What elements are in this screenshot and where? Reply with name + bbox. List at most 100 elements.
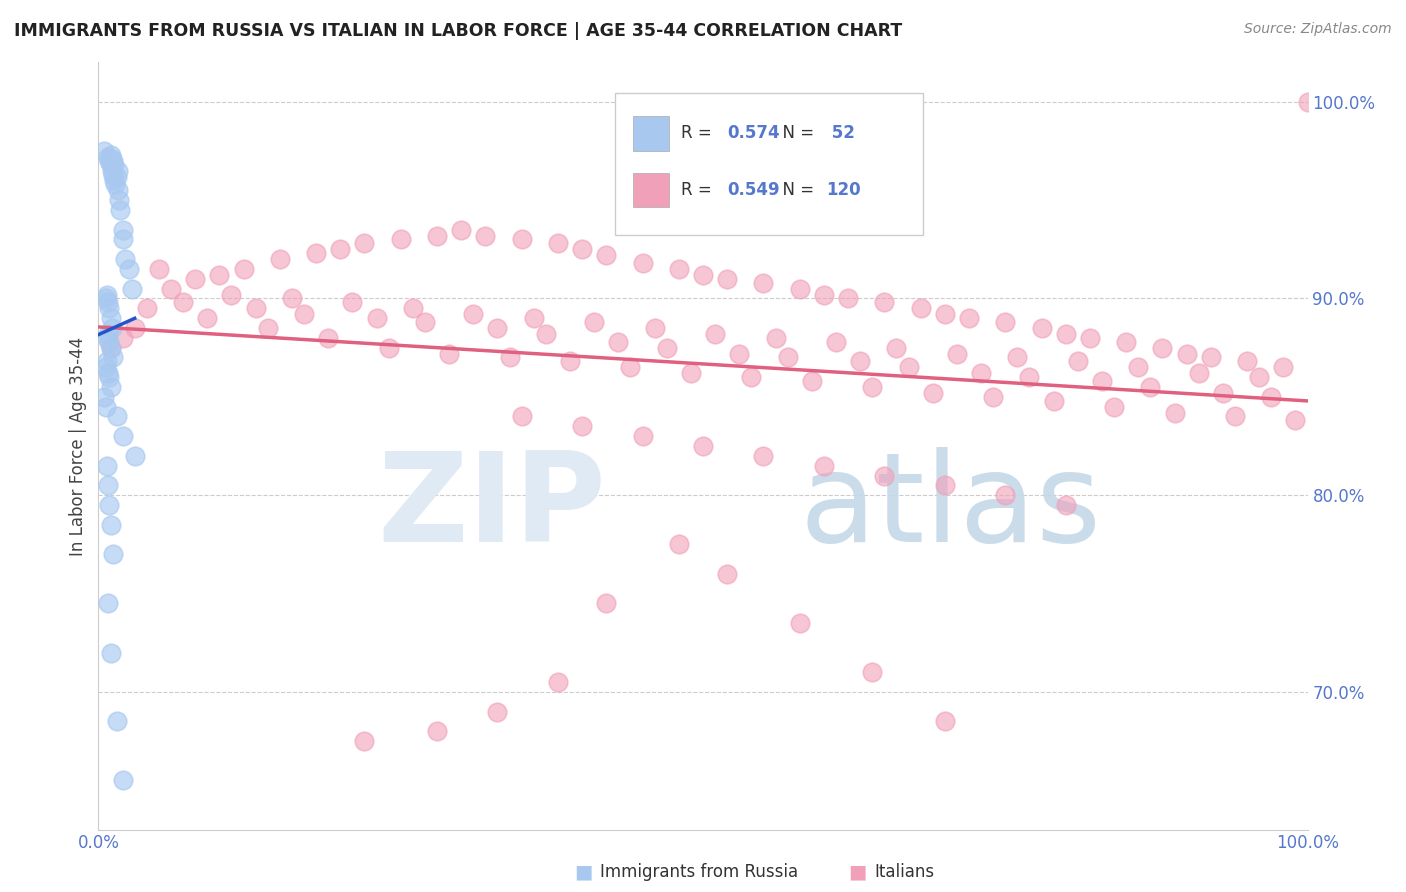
Point: [668, 262, 690, 277]
Point: [97, 326, 120, 341]
Point: [813, 287, 835, 301]
Point: [644, 321, 666, 335]
Point: [316, 331, 339, 345]
Text: 0.574: 0.574: [727, 124, 780, 143]
Point: [583, 315, 606, 329]
Point: [1152, 341, 1174, 355]
Point: [873, 468, 896, 483]
Point: [94, 292, 117, 306]
Point: [1188, 366, 1211, 380]
Point: [668, 537, 690, 551]
Point: [104, 178, 127, 192]
Point: [728, 346, 751, 360]
Point: [486, 705, 509, 719]
Point: [800, 374, 823, 388]
Point: [100, 341, 122, 355]
Point: [342, 295, 364, 310]
Text: Italians: Italians: [875, 863, 935, 881]
Point: [1102, 400, 1125, 414]
Point: [1054, 326, 1077, 341]
Point: [101, 153, 124, 168]
Point: [934, 714, 956, 729]
Text: 0.549: 0.549: [727, 181, 780, 199]
Point: [1260, 390, 1282, 404]
Point: [98, 153, 121, 168]
Point: [837, 292, 859, 306]
Point: [716, 272, 738, 286]
Point: [269, 252, 291, 267]
Point: [98, 498, 121, 512]
Point: [1115, 334, 1137, 349]
Point: [1284, 413, 1306, 427]
Point: [94, 400, 117, 414]
Point: [305, 246, 328, 260]
Point: [97, 478, 120, 492]
Point: [100, 152, 122, 166]
Point: [994, 488, 1017, 502]
Point: [486, 321, 509, 335]
Point: [103, 158, 125, 172]
Point: [437, 346, 460, 360]
Point: [860, 380, 883, 394]
Point: [679, 366, 702, 380]
Point: [105, 409, 128, 424]
Point: [353, 734, 375, 748]
Point: [692, 268, 714, 282]
Point: [752, 449, 775, 463]
Point: [1199, 351, 1222, 365]
Point: [413, 315, 436, 329]
Point: [934, 307, 956, 321]
Point: [100, 341, 122, 355]
Point: [148, 262, 170, 277]
Point: [172, 295, 194, 310]
Point: [93, 144, 115, 158]
Point: [160, 282, 183, 296]
Text: N =: N =: [772, 181, 820, 199]
Point: [100, 517, 122, 532]
Point: [1078, 331, 1101, 345]
Point: [98, 370, 121, 384]
Point: [849, 354, 872, 368]
Point: [1007, 351, 1029, 365]
Point: [547, 675, 569, 690]
Text: 120: 120: [827, 181, 860, 199]
Point: [101, 168, 124, 182]
Point: [96, 354, 118, 368]
Point: [105, 714, 128, 729]
Text: R =: R =: [682, 124, 717, 143]
Point: [1091, 374, 1114, 388]
Point: [100, 646, 122, 660]
Point: [934, 478, 956, 492]
Point: [692, 439, 714, 453]
Point: [111, 222, 134, 236]
Point: [111, 773, 134, 788]
Point: [100, 321, 122, 335]
Point: [97, 295, 120, 310]
Point: [402, 301, 425, 316]
Point: [1031, 321, 1053, 335]
Point: [921, 385, 943, 400]
Point: [474, 228, 496, 243]
Point: [184, 272, 207, 286]
Point: [1249, 370, 1271, 384]
Point: [595, 248, 617, 262]
Point: [571, 242, 593, 256]
Point: [631, 429, 654, 443]
Point: [111, 429, 134, 443]
Point: [1223, 409, 1246, 424]
Point: [108, 193, 131, 207]
Point: [607, 334, 630, 349]
Point: [558, 354, 581, 368]
Point: [450, 222, 472, 236]
Bar: [633, 172, 669, 207]
Point: [631, 256, 654, 270]
Point: [100, 311, 122, 326]
Point: [135, 301, 157, 316]
Bar: [633, 116, 669, 151]
Point: [886, 341, 908, 355]
Point: [825, 334, 848, 349]
Point: [98, 334, 121, 349]
Point: [1018, 370, 1040, 384]
Text: atlas: atlas: [800, 447, 1102, 568]
Point: [716, 566, 738, 581]
